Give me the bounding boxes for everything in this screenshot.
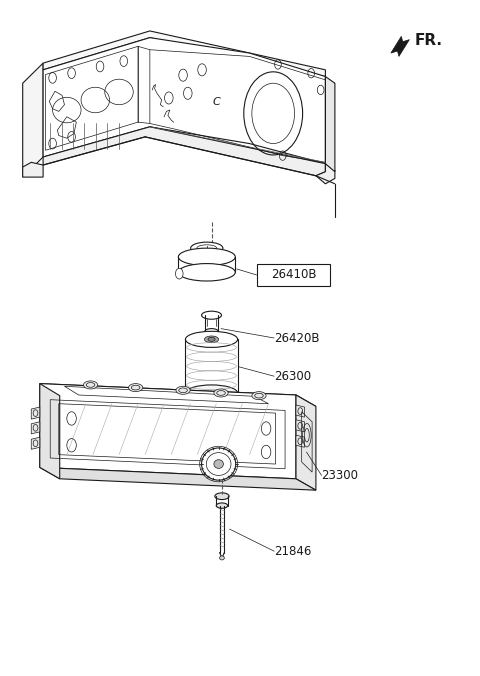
Polygon shape	[23, 63, 43, 177]
Ellipse shape	[215, 493, 229, 500]
Ellipse shape	[208, 337, 215, 341]
Ellipse shape	[214, 389, 228, 397]
Ellipse shape	[252, 391, 266, 400]
Polygon shape	[40, 383, 296, 479]
Polygon shape	[43, 31, 325, 76]
Ellipse shape	[205, 329, 218, 334]
Polygon shape	[40, 383, 316, 406]
Ellipse shape	[179, 264, 235, 281]
Ellipse shape	[176, 386, 190, 394]
Polygon shape	[40, 383, 60, 479]
Polygon shape	[296, 435, 304, 448]
Polygon shape	[23, 162, 43, 177]
Polygon shape	[43, 127, 325, 176]
FancyBboxPatch shape	[257, 264, 330, 287]
Text: 26410B: 26410B	[271, 268, 316, 281]
Polygon shape	[40, 467, 316, 490]
Polygon shape	[316, 164, 335, 184]
Text: 26420B: 26420B	[274, 331, 320, 345]
Text: C: C	[213, 97, 220, 107]
Polygon shape	[296, 420, 304, 432]
Polygon shape	[31, 422, 40, 434]
Text: FR.: FR.	[415, 34, 443, 49]
Polygon shape	[296, 405, 304, 417]
Ellipse shape	[84, 381, 97, 389]
Ellipse shape	[129, 383, 143, 391]
Ellipse shape	[216, 503, 228, 508]
Ellipse shape	[191, 242, 223, 254]
Ellipse shape	[185, 331, 238, 347]
Text: 23300: 23300	[322, 469, 359, 482]
Polygon shape	[296, 395, 316, 490]
Ellipse shape	[214, 460, 223, 468]
Polygon shape	[43, 38, 325, 164]
Ellipse shape	[179, 248, 235, 266]
Polygon shape	[391, 37, 409, 56]
Text: 21846: 21846	[274, 545, 312, 558]
Ellipse shape	[219, 556, 224, 560]
Polygon shape	[31, 437, 40, 450]
Polygon shape	[31, 407, 40, 419]
Ellipse shape	[185, 385, 238, 401]
Ellipse shape	[204, 336, 219, 343]
Text: 26300: 26300	[274, 370, 312, 383]
Ellipse shape	[202, 448, 236, 480]
Polygon shape	[325, 76, 335, 172]
Ellipse shape	[202, 311, 221, 319]
Circle shape	[176, 268, 183, 279]
